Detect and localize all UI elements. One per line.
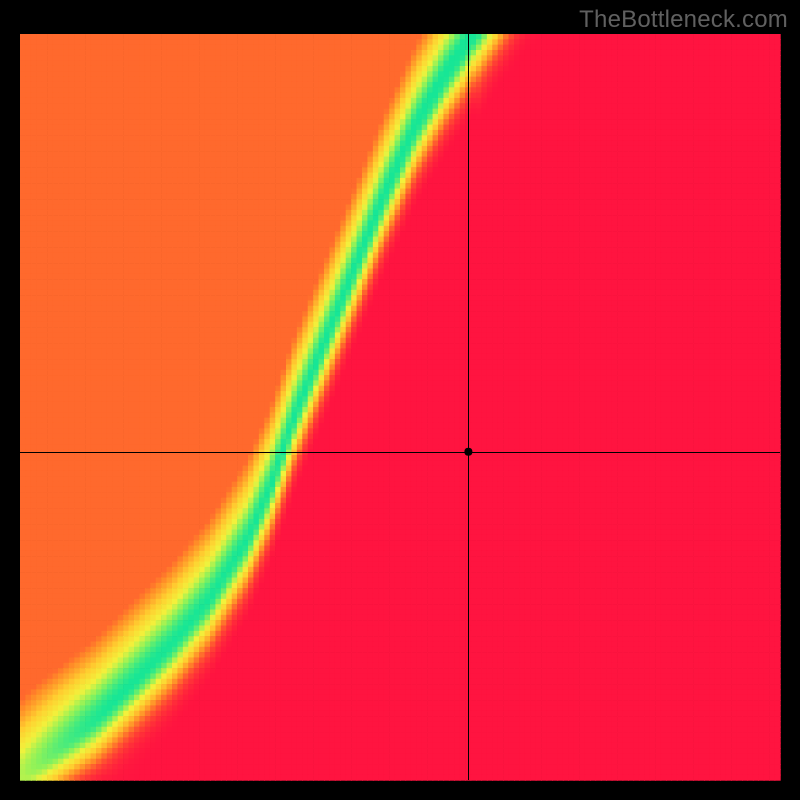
chart-container: TheBottleneck.com — [0, 0, 800, 800]
bottleneck-heatmap — [0, 0, 800, 800]
watermark-text: TheBottleneck.com — [579, 6, 788, 34]
